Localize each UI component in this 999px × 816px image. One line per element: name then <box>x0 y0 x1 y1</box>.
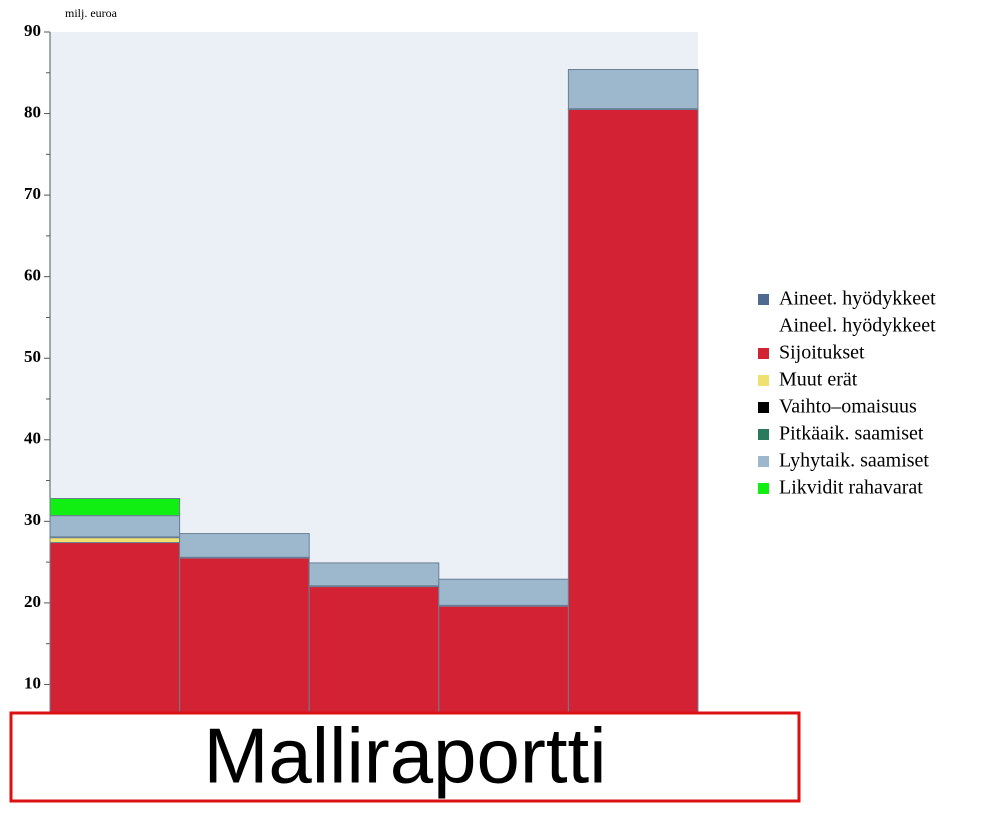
legend-label: Sijoitukset <box>779 342 865 364</box>
legend-swatch <box>758 429 769 440</box>
bar-segment <box>567 69 699 110</box>
legend-swatch <box>758 375 769 386</box>
legend-label: Pitkäaik. saamiset <box>779 423 924 445</box>
y-tick-label: 70 <box>24 184 41 203</box>
legend-label: Aineet. hyödykkeet <box>779 288 936 310</box>
y-tick-label: 20 <box>24 592 41 611</box>
legend-swatch <box>758 402 769 413</box>
legend-swatch <box>758 348 769 359</box>
legend-label: Aineel. hyödykkeet <box>779 315 936 337</box>
legend-label: Likvidit rahavarat <box>779 477 923 499</box>
y-tick-label: 50 <box>24 347 41 366</box>
bar-segment <box>308 562 440 587</box>
bar-segment <box>179 533 310 558</box>
unit-label: milj. euroa <box>65 6 118 20</box>
banner-text: Malliraportti <box>203 712 606 800</box>
legend-label: Lyhytaik. saamiset <box>779 450 929 472</box>
legend-label: Vaihto–omaisuus <box>779 396 917 418</box>
banner-box <box>9 711 801 803</box>
y-tick-label: 80 <box>24 102 41 121</box>
bar-segment <box>567 108 699 766</box>
bar-segment <box>49 497 181 517</box>
y-tick-label: 90 <box>24 21 41 40</box>
legend-swatch <box>758 456 769 467</box>
y-tick-label: 30 <box>24 510 41 529</box>
bar-segment <box>438 578 569 606</box>
y-tick-label: 60 <box>24 266 41 285</box>
y-tick-label: 10 <box>24 673 41 692</box>
legend-swatch <box>758 294 769 305</box>
legend-swatch <box>758 321 769 332</box>
bar-segment <box>49 537 181 544</box>
legend-label: Muut erät <box>779 369 858 391</box>
bar-segment <box>49 515 181 538</box>
y-tick-label: 40 <box>24 429 41 448</box>
legend-swatch <box>758 483 769 494</box>
